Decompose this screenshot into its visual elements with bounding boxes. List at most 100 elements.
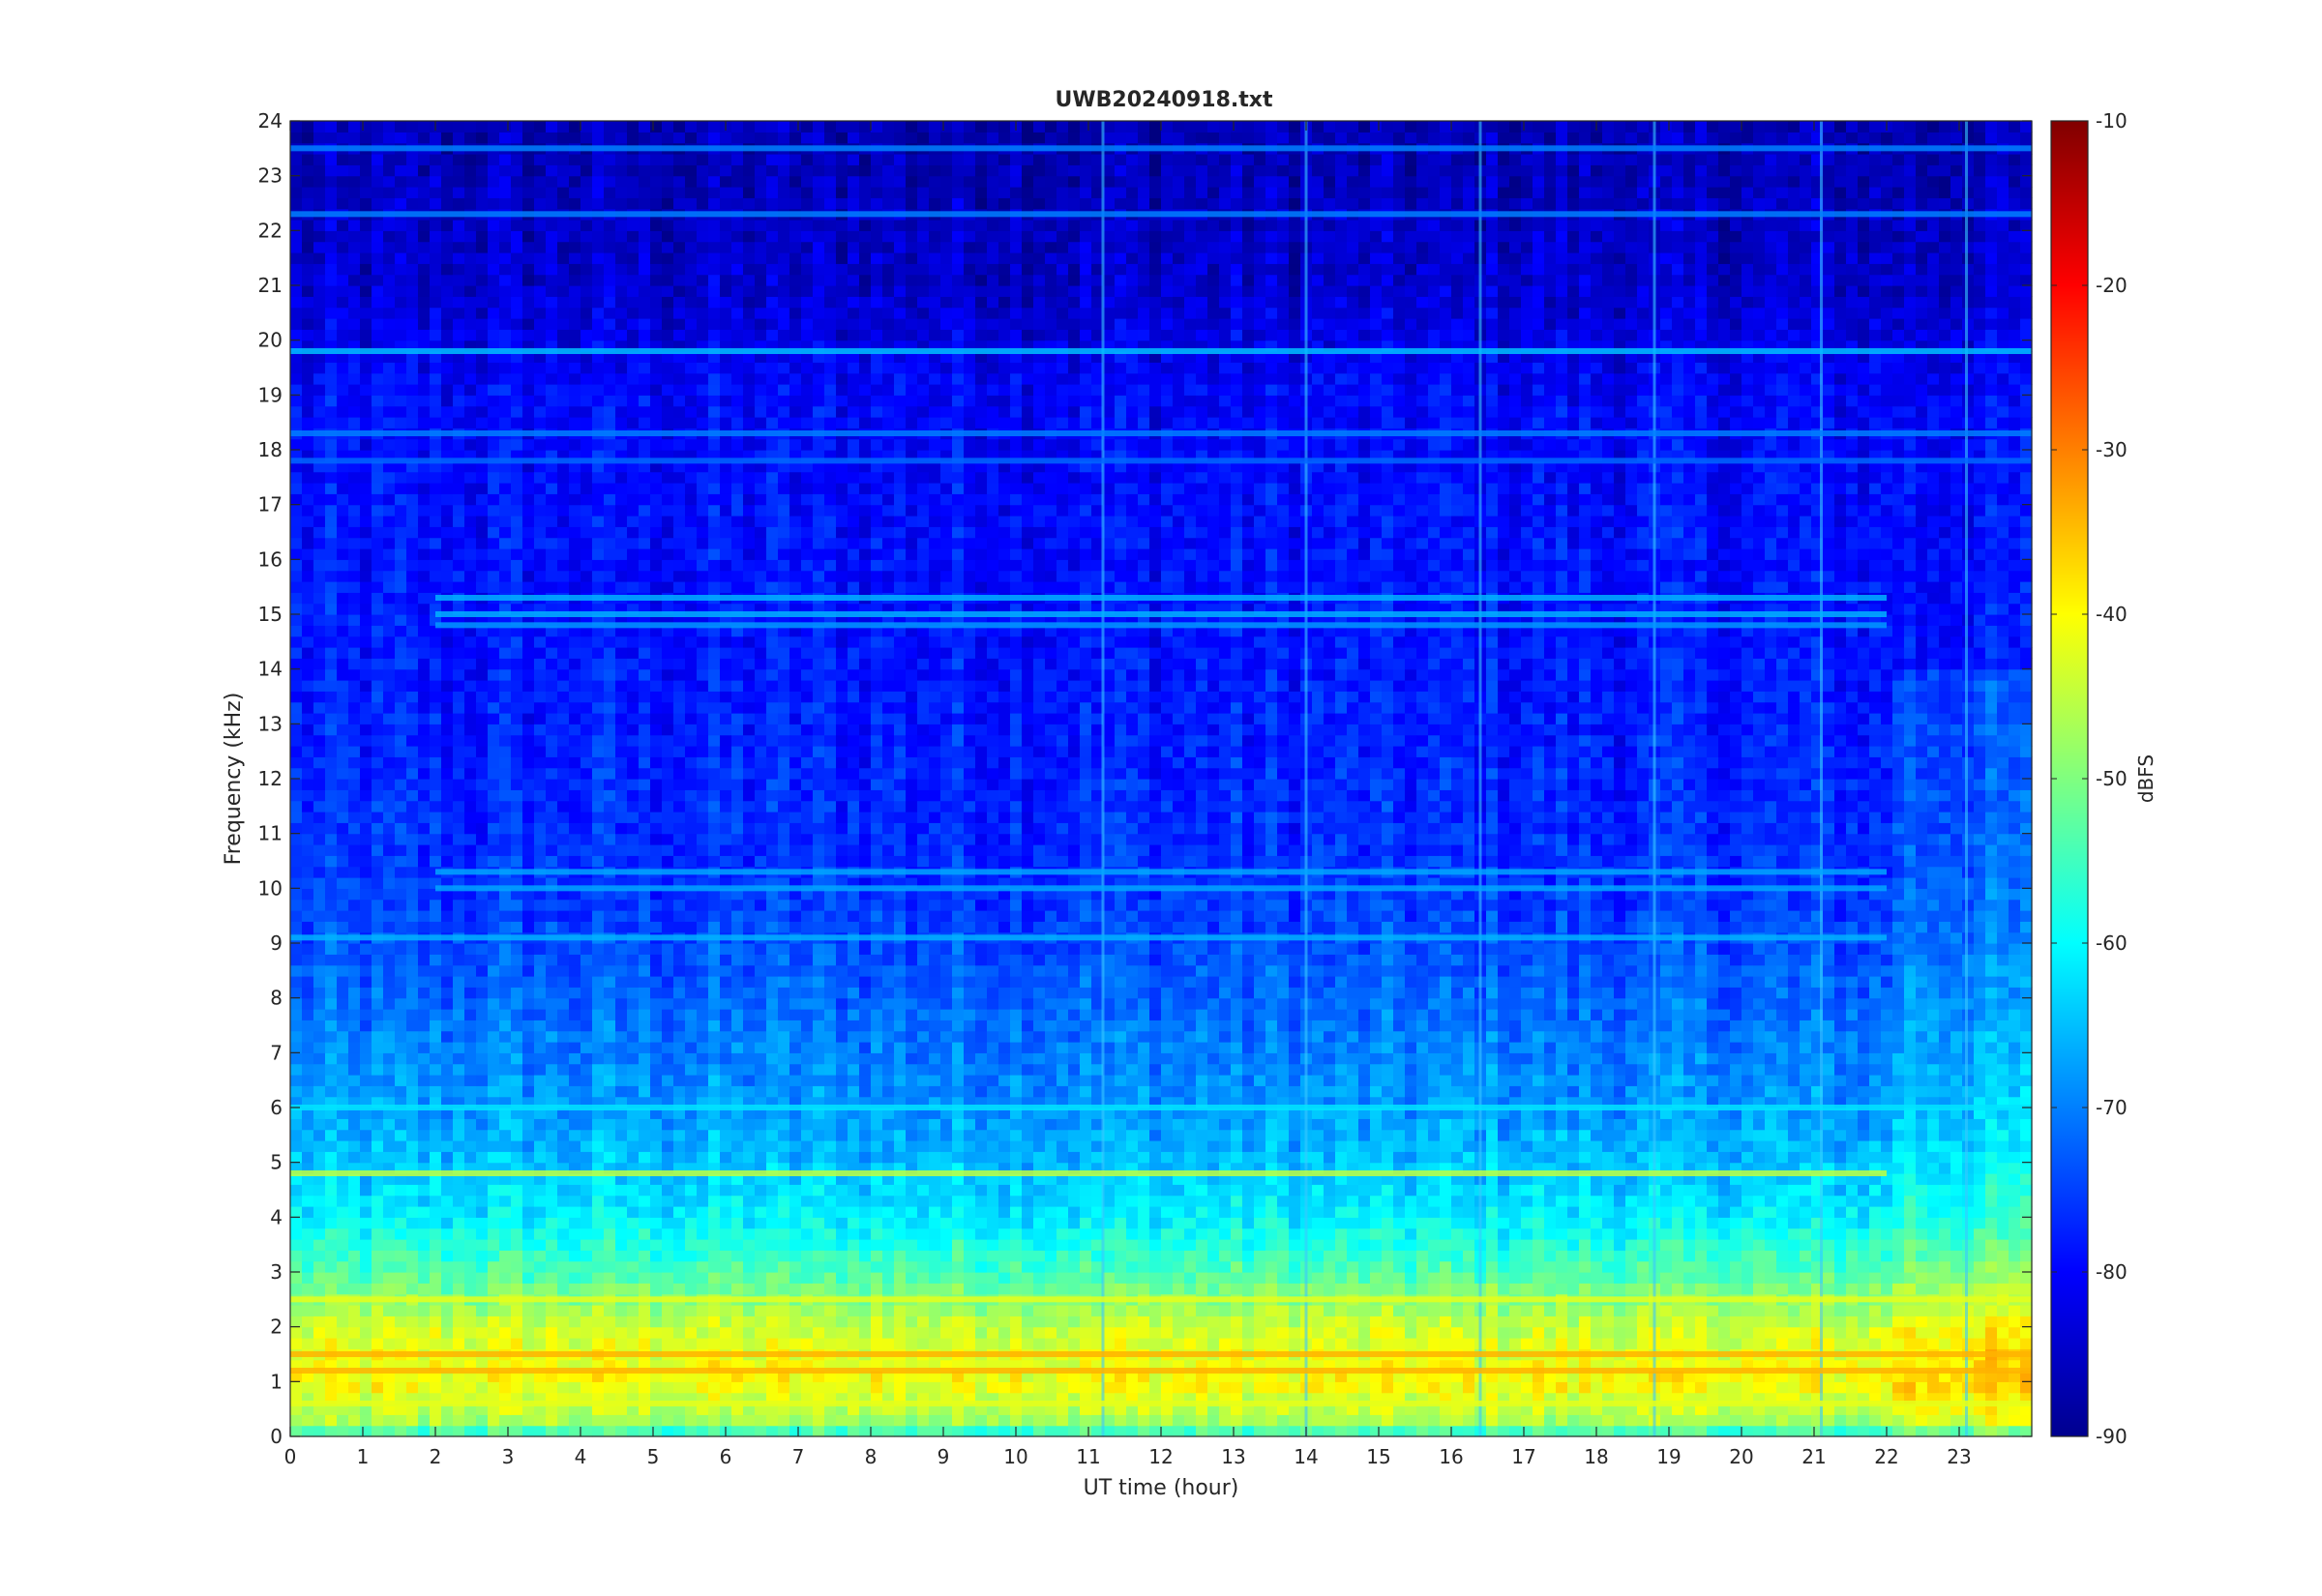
heatmap-cell <box>511 964 523 977</box>
heatmap-cell <box>673 1118 686 1131</box>
heatmap-cell <box>569 417 581 429</box>
heatmap-cell <box>546 1338 558 1349</box>
heatmap-cell <box>662 1326 674 1339</box>
heatmap-cell <box>372 537 384 549</box>
heatmap-cell <box>430 1371 442 1382</box>
heatmap-cell <box>755 899 767 911</box>
heatmap-cell <box>673 274 686 286</box>
heatmap-cell <box>499 483 512 494</box>
heatmap-cell <box>337 987 349 999</box>
heatmap-cell <box>406 855 419 868</box>
heatmap-cell <box>557 340 570 352</box>
heatmap-cell <box>313 855 326 868</box>
heatmap-cell <box>453 713 465 724</box>
heatmap-cell <box>522 471 535 484</box>
heatmap-cell <box>302 746 314 757</box>
heatmap-cell <box>418 603 431 615</box>
heatmap-cell <box>476 789 489 802</box>
heatmap-cell <box>685 570 698 582</box>
heatmap-cell <box>592 1359 605 1372</box>
heatmap-cell <box>360 1173 372 1185</box>
heatmap-cell <box>697 746 709 757</box>
heatmap-cell <box>360 329 372 341</box>
heatmap-cell <box>395 164 407 177</box>
heatmap-cell <box>511 121 523 133</box>
heatmap-cell <box>592 734 605 747</box>
heatmap-cell <box>708 800 721 813</box>
heatmap-cell <box>313 1042 326 1053</box>
heatmap-cell <box>766 1096 779 1108</box>
heatmap-cell <box>464 548 477 560</box>
heatmap-cell <box>592 175 605 188</box>
heatmap-cell <box>639 285 651 297</box>
heatmap-cell <box>731 1009 744 1020</box>
heatmap-cell <box>592 1052 605 1065</box>
heatmap-cell <box>720 241 732 253</box>
heatmap-cell <box>488 767 500 780</box>
heatmap-cell <box>592 1217 605 1229</box>
heatmap-cell <box>348 658 361 670</box>
heatmap-cell <box>348 833 361 845</box>
heatmap-cell <box>383 1118 396 1131</box>
heatmap-cell <box>592 658 605 670</box>
heatmap-cell <box>615 285 628 297</box>
heatmap-cell <box>313 1381 326 1394</box>
heatmap-cell <box>476 274 489 286</box>
heatmap-cell <box>743 220 756 231</box>
heatmap-cell <box>650 362 663 374</box>
heatmap-cell <box>476 1392 489 1404</box>
heatmap-cell <box>290 340 303 352</box>
heatmap-cell <box>348 405 361 418</box>
heatmap-cell <box>766 943 779 955</box>
heatmap-cell <box>685 899 698 911</box>
heatmap-cell <box>650 614 663 626</box>
heatmap-cell <box>290 822 303 835</box>
heatmap-cell <box>650 548 663 560</box>
heatmap-cell <box>755 1140 767 1152</box>
heatmap-cell <box>546 1371 558 1382</box>
heatmap-cell <box>546 997 558 1010</box>
heatmap-cell <box>650 384 663 396</box>
heatmap-cell <box>430 844 442 856</box>
heatmap-cell <box>372 296 384 309</box>
heatmap-cell <box>499 405 512 418</box>
heatmap-cell <box>569 855 581 868</box>
heatmap-cell <box>685 318 698 330</box>
heatmap-cell <box>499 1250 512 1262</box>
heatmap-cell <box>546 614 558 626</box>
heatmap-cell <box>743 1359 756 1372</box>
heatmap-cell <box>476 296 489 309</box>
heatmap-cell <box>441 329 454 341</box>
heatmap-cell <box>430 570 442 582</box>
heatmap-cell <box>360 1206 372 1218</box>
heatmap-cell <box>685 471 698 484</box>
heatmap-cell <box>290 1129 303 1141</box>
heatmap-cell <box>685 1075 698 1086</box>
heatmap-cell <box>511 668 523 681</box>
heatmap-cell <box>372 1315 384 1328</box>
heatmap-cell <box>755 1063 767 1076</box>
heatmap-cell <box>441 987 454 999</box>
heatmap-cell <box>522 734 535 747</box>
heatmap-cell <box>755 833 767 845</box>
heatmap-cell <box>580 844 593 856</box>
heatmap-cell <box>534 1151 547 1164</box>
heatmap-cell <box>302 395 314 407</box>
heatmap-cell <box>592 340 605 352</box>
heatmap-cell <box>604 1272 616 1284</box>
heatmap-cell <box>418 1272 431 1284</box>
heatmap-cell <box>615 1129 628 1141</box>
heatmap-cell <box>453 570 465 582</box>
heatmap-cell <box>546 756 558 769</box>
heatmap-cell <box>337 296 349 309</box>
heatmap-cell <box>766 1042 779 1053</box>
heatmap-cell <box>580 460 593 473</box>
heatmap-cell <box>325 1326 338 1339</box>
heatmap-cell <box>522 460 535 473</box>
heatmap-cell <box>569 943 581 955</box>
heatmap-cell <box>650 230 663 243</box>
heatmap-cell <box>406 417 419 429</box>
heatmap-cell <box>627 1085 640 1098</box>
heatmap-cell <box>313 362 326 374</box>
heatmap-cell <box>395 175 407 188</box>
